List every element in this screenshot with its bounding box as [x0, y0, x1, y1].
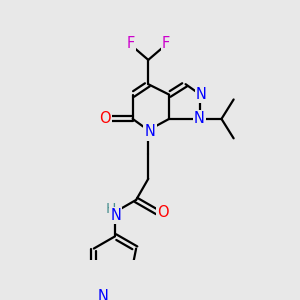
Text: F: F [126, 36, 134, 51]
Text: O: O [100, 111, 111, 126]
Text: F: F [162, 36, 170, 51]
Text: N: N [196, 87, 207, 102]
Text: N: N [194, 111, 205, 126]
Text: H: H [105, 202, 116, 217]
Text: N: N [145, 124, 155, 140]
Text: N: N [110, 208, 121, 223]
Text: O: O [158, 205, 169, 220]
Text: N: N [98, 289, 108, 300]
